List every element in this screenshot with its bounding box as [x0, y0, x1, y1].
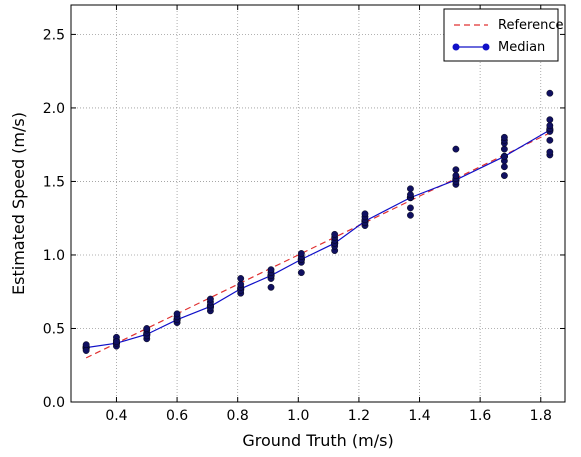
- sample-point: [452, 166, 460, 174]
- sample-point: [546, 116, 554, 124]
- legend-median-label: Median: [498, 40, 545, 55]
- y-axis-title: Estimated Speed (m/s): [9, 112, 28, 295]
- y-tick-label: 0.0: [43, 395, 65, 411]
- y-tick-label: 2.5: [43, 27, 65, 43]
- sample-point: [452, 172, 460, 179]
- sample-point: [500, 145, 508, 153]
- sample-point: [407, 191, 414, 199]
- sample-point: [407, 204, 414, 212]
- sample-point: [546, 148, 554, 156]
- x-tick-label: 0.4: [105, 408, 127, 424]
- axis-ticks: 0.4 0.6 0.8 1.0 1.2 1.4 1.6 1.8 0.0 0.5 1.0 1.5 2.0 2…: [43, 5, 565, 424]
- sample-point: [267, 266, 275, 274]
- x-axis-title: Ground Truth (m/s): [242, 431, 393, 450]
- sample-point: [173, 310, 181, 318]
- y-tick-label: 2.0: [43, 101, 65, 117]
- sample-point: [500, 163, 508, 171]
- sample-point: [143, 325, 151, 332]
- sample-point: [207, 295, 214, 303]
- x-tick-label: 0.6: [166, 408, 188, 424]
- legend-box: [443, 8, 559, 62]
- sample-point: [331, 230, 339, 238]
- sample-point: [297, 269, 305, 277]
- plot-area: [71, 5, 565, 402]
- x-tick-label: 1.2: [348, 408, 370, 424]
- sample-point: [267, 283, 275, 291]
- legend-median-marker: [452, 43, 460, 51]
- y-tick-label: 1.0: [43, 248, 65, 264]
- sample-point: [500, 172, 508, 179]
- sample-point: [500, 133, 508, 141]
- sample-point: [82, 341, 90, 349]
- reference-line: [85, 132, 551, 359]
- x-tick-label: 1.6: [469, 408, 491, 424]
- scatter-points: [82, 89, 554, 354]
- sample-point: [452, 145, 460, 153]
- legend: Reference Median: [443, 8, 563, 62]
- x-tick-label: 1.8: [530, 408, 552, 424]
- y-tick-label: 0.5: [43, 321, 65, 337]
- median-line: [86, 129, 551, 349]
- legend-reference-label: Reference: [498, 18, 563, 33]
- sample-point: [407, 211, 414, 219]
- x-tick-label: 0.8: [227, 408, 249, 424]
- sample-point: [546, 89, 554, 97]
- sample-point: [237, 275, 245, 282]
- sample-point: [82, 347, 90, 354]
- reference-series: [85, 132, 551, 359]
- sample-point: [113, 338, 120, 346]
- sample-point: [500, 153, 508, 160]
- sample-point: [361, 210, 369, 218]
- legend-median-marker: [482, 43, 490, 51]
- sample-point: [297, 250, 305, 257]
- plot-frame: [70, 4, 566, 403]
- sample-point: [546, 122, 554, 129]
- x-tick-label: 1.0: [287, 408, 309, 424]
- sample-point: [407, 185, 414, 193]
- x-tick-label: 1.4: [408, 408, 430, 424]
- y-tick-label: 1.5: [43, 174, 65, 190]
- sample-point: [546, 136, 554, 144]
- sample-point: [237, 280, 245, 288]
